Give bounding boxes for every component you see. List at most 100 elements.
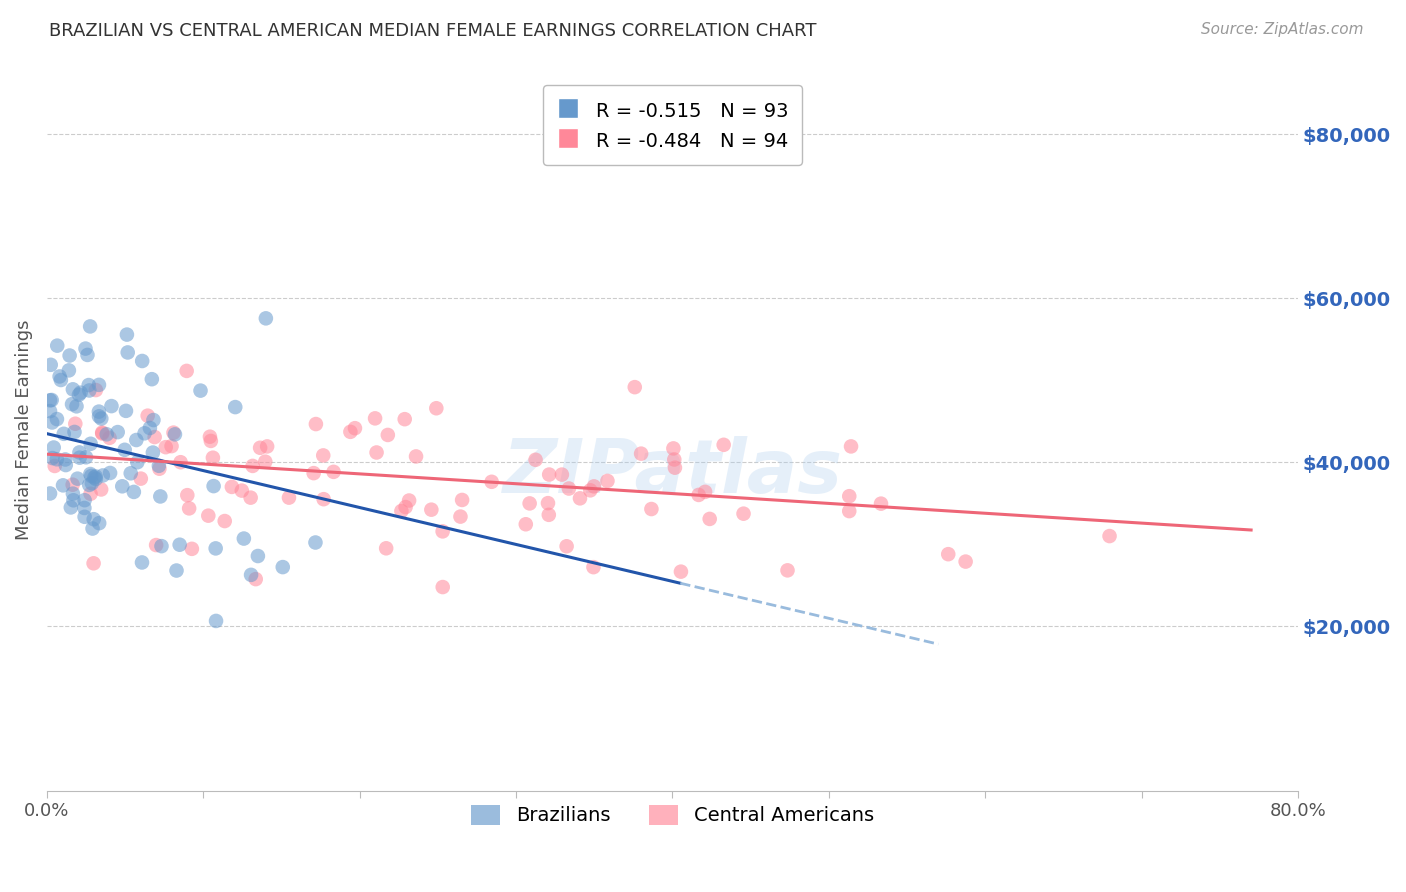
Point [39, 393, 62, 408]
Point [405, 450, 427, 464]
Point [62, 493, 84, 508]
Point [122, 484, 145, 499]
Point [394, 500, 416, 514]
Point [73, 509, 96, 524]
Point [107, 425, 129, 439]
Point [524, 452, 547, 467]
Point [377, 428, 399, 442]
Point [73, 500, 96, 515]
Point [537, 508, 560, 522]
Point [65, 400, 87, 414]
Point [53, 452, 76, 467]
Point [75, 342, 97, 356]
Point [662, 442, 685, 456]
Point [114, 442, 136, 457]
Point [75, 450, 97, 465]
Point [278, 491, 301, 505]
Point [596, 474, 619, 488]
Point [245, 572, 267, 586]
Point [84, 469, 107, 483]
Point [312, 449, 335, 463]
Point [84, 383, 107, 397]
Point [62, 477, 84, 491]
Point [713, 438, 735, 452]
Point [204, 541, 226, 556]
Point [630, 447, 652, 461]
Point [98, 466, 121, 480]
Point [98, 431, 121, 445]
Point [240, 567, 263, 582]
Point [254, 311, 277, 326]
Point [150, 539, 173, 553]
Point [90, 483, 112, 497]
Point [221, 480, 243, 494]
Point [52, 426, 75, 441]
Point [176, 364, 198, 378]
Point [66, 472, 89, 486]
Point [58, 363, 80, 377]
Point [955, 555, 977, 569]
Point [558, 482, 581, 496]
Point [239, 491, 262, 505]
Point [160, 439, 183, 453]
Point [90, 411, 112, 425]
Point [46, 412, 69, 426]
Point [79, 467, 101, 481]
Point [249, 441, 271, 455]
Point [394, 412, 416, 426]
Point [52, 478, 75, 492]
Point [322, 465, 344, 479]
Point [664, 452, 686, 467]
Point [432, 580, 454, 594]
Y-axis label: Median Female Earnings: Median Female Earnings [15, 319, 32, 540]
Point [82, 522, 104, 536]
Point [42, 441, 65, 455]
Point [312, 492, 335, 507]
Point [838, 489, 860, 503]
Point [131, 354, 153, 368]
Point [389, 504, 412, 518]
Point [246, 549, 269, 563]
Point [87, 377, 110, 392]
Point [59, 349, 82, 363]
Point [143, 430, 166, 444]
Point [120, 467, 142, 481]
Point [136, 409, 159, 423]
Point [79, 319, 101, 334]
Point [201, 450, 224, 465]
Point [582, 560, 605, 574]
Point [148, 458, 170, 473]
Point [48, 369, 70, 384]
Point [537, 496, 560, 510]
Point [84, 472, 107, 486]
Point [83, 512, 105, 526]
Point [664, 460, 686, 475]
Point [134, 426, 156, 441]
Point [515, 517, 537, 532]
Point [148, 461, 170, 475]
Point [232, 532, 254, 546]
Point [163, 427, 186, 442]
Point [197, 508, 219, 523]
Point [176, 488, 198, 502]
Point [1098, 529, 1121, 543]
Point [688, 488, 710, 502]
Point [202, 479, 225, 493]
Point [69, 385, 91, 400]
Point [41, 416, 63, 430]
Point [79, 487, 101, 501]
Point [733, 507, 755, 521]
Point [91, 425, 114, 440]
Point [115, 327, 138, 342]
Point [141, 372, 163, 386]
Point [127, 455, 149, 469]
Point [39, 358, 62, 372]
Point [776, 563, 799, 577]
Point [55, 458, 77, 472]
Point [242, 458, 264, 473]
Point [169, 455, 191, 469]
Point [366, 445, 388, 459]
Point [481, 475, 503, 489]
Point [139, 421, 162, 435]
Point [131, 556, 153, 570]
